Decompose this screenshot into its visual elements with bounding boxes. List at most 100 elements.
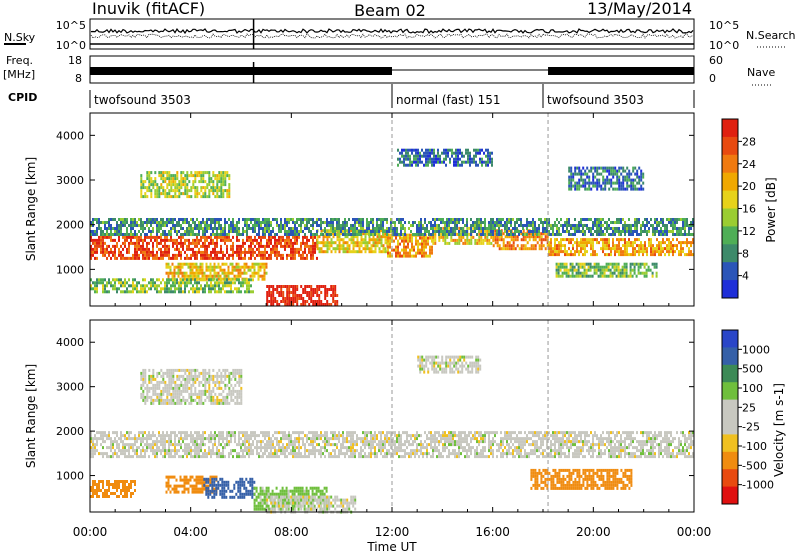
heatmap-cell [682,250,684,254]
heatmap-cell [228,192,231,196]
heatmap-cell [450,233,452,236]
heatmap-cell [395,245,397,249]
heatmap-cell [642,221,644,224]
heatmap-cell [356,241,359,245]
heatmap-cell [417,157,419,161]
heatmap-cell [134,218,136,221]
heatmap-cell [138,434,140,438]
heatmap-cell [554,247,556,251]
heatmap-cell [668,221,670,224]
heatmap-cell [218,186,221,190]
heatmap-cell [225,271,228,275]
heatmap-cell [144,235,146,239]
heatmap-cell [598,241,600,245]
heatmap-cell [478,241,481,245]
heatmap-cell [206,218,208,221]
heatmap-cell [460,233,462,236]
heatmap-cell [126,221,128,224]
nave-tick-top: 60 [709,54,723,67]
heatmap-cell [582,172,585,176]
heatmap-cell [200,287,202,291]
heatmap-cell [290,247,292,251]
heatmap-cell [272,443,274,447]
heatmap-cell [636,230,638,233]
heatmap-cell [298,233,300,236]
heatmap-cell [540,218,542,221]
heatmap-cell [132,278,134,282]
heatmap-cell [584,184,587,188]
heatmap-cell [171,262,174,266]
heatmap-cell [144,227,146,230]
heatmap-cell [356,238,359,242]
heatmap-cell [122,224,124,227]
heatmap-cell [660,250,662,254]
heatmap-cell [120,218,122,221]
heatmap-cell [186,238,188,242]
heatmap-cell [214,253,216,257]
heatmap-cell [676,230,678,233]
heatmap-cell [102,431,104,435]
heatmap-cell [588,241,590,245]
heatmap-cell [164,189,167,193]
heatmap-cell [362,238,365,242]
heatmap-cell [128,446,130,450]
heatmap-cell [489,160,491,164]
heatmap-cell [668,247,670,251]
heatmap-cell [674,218,676,221]
heatmap-cell [210,233,212,236]
heatmap-cell [294,227,296,230]
heatmap-cell [427,236,429,240]
heatmap-cell [384,232,387,236]
heatmap-cell [194,192,197,196]
heatmap-cell [268,300,271,303]
heatmap-cell [234,230,236,233]
heatmap-cell [592,221,594,224]
heatmap-cell [390,230,392,233]
heatmap-cell [662,250,664,254]
heatmap-cell [388,227,390,230]
heatmap-cell [378,233,380,236]
heatmap-cell [257,265,260,269]
heatmap-cell [440,235,443,239]
heatmap-cell [150,238,152,242]
heatmap-cell [626,175,629,179]
heatmap-cell [217,262,220,266]
heatmap-cell [202,443,204,447]
heatmap-cell [304,233,306,236]
heatmap-cell [436,218,438,221]
heatmap-cell [612,175,615,179]
heatmap-cell [578,172,581,176]
heatmap-cell [400,230,402,233]
heatmap-cell [230,224,232,227]
heatmap-cell [252,290,254,294]
heatmap-cell [574,187,577,191]
heatmap-cell [484,238,487,242]
heatmap-cell [618,244,620,248]
heatmap-cell [172,256,174,260]
heatmap-cell [587,265,590,269]
heatmap-cell [142,278,144,282]
heatmap-cell [154,195,157,199]
heatmap-cell [615,268,618,272]
heatmap-cell [502,241,505,245]
heatmap-cell [326,229,329,233]
heatmap-cell [546,221,548,224]
heatmap-cell [210,455,212,459]
heatmap-cell [144,233,146,236]
heatmap-cell [634,227,636,230]
heatmap-cell [562,238,564,242]
heatmap-cell [226,221,228,224]
heatmap-cell [233,268,236,272]
heatmap-cell [278,224,280,227]
heatmap-cell [589,262,592,266]
heatmap-cell [484,235,487,239]
heatmap-cell [188,290,190,294]
heatmap-cell [229,271,232,275]
heatmap-cell [534,232,537,236]
heatmap-cell [652,253,654,257]
heatmap-cell [114,452,116,456]
heatmap-cell [134,287,136,291]
heatmap-cell [140,195,143,199]
heatmap-cell [576,172,579,176]
heatmap-cell [584,241,586,245]
